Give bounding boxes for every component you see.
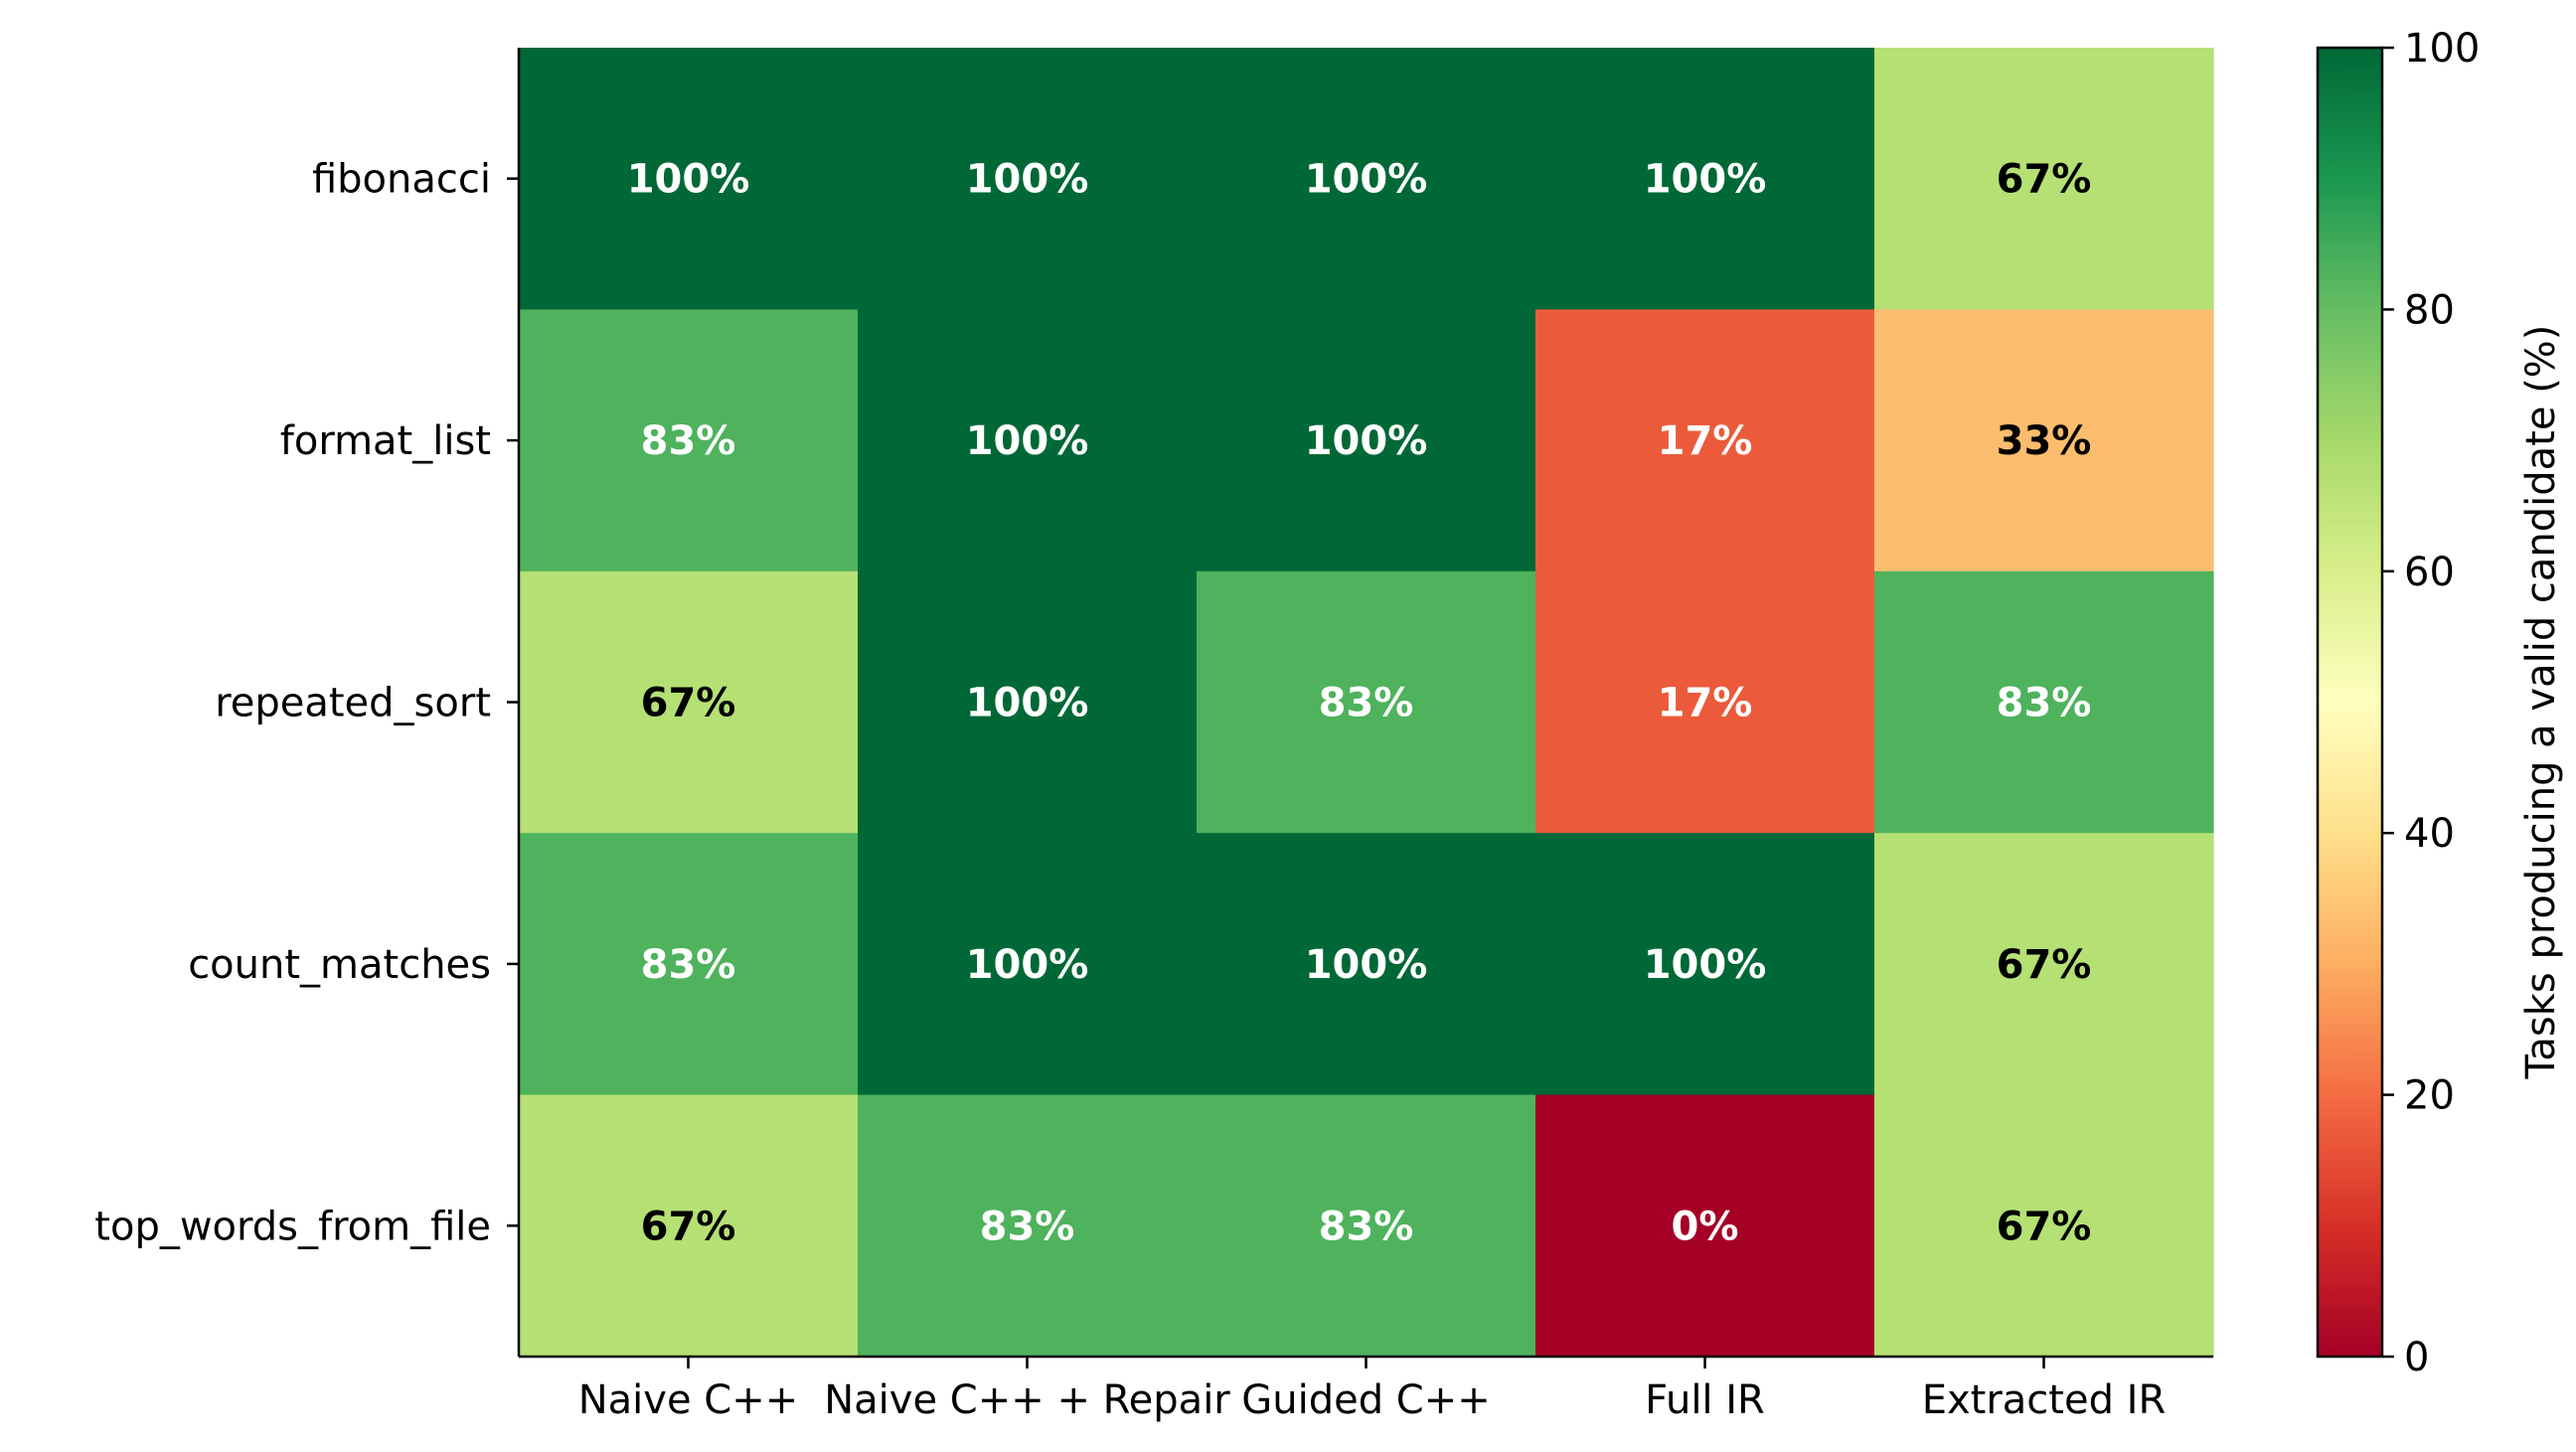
colorbar-ticks: 0 20 40 60 80 100 (2382, 26, 2480, 1380)
x-tick-label: Guided C++ (1241, 1377, 1491, 1423)
heatmap-cell (1874, 833, 2214, 1096)
cell-value-label: 100% (627, 157, 750, 203)
cell-value-label: 67% (1997, 157, 2092, 203)
y-tick-label: count_matches (188, 942, 491, 988)
cell-value-label: 17% (1658, 418, 1753, 464)
heatmap-cell (519, 570, 859, 834)
heatmap-cell (1535, 309, 1875, 572)
heatmap-cell (1535, 48, 1875, 310)
heatmap-cell (1874, 1094, 2214, 1358)
cell-value-label: 83% (641, 418, 736, 464)
x-tick-label: Full IR (1645, 1377, 1765, 1423)
heatmap-cell-labels: 100% 100% 100% 100% 67% 83% 100% 100% 17% 33% 67% 1… (627, 157, 2092, 1250)
heatmap-cell (1874, 309, 2214, 572)
cell-value-label: 67% (1997, 942, 2092, 988)
cell-value-label: 83% (641, 942, 736, 988)
heatmap-cell (1197, 1094, 1536, 1358)
cell-value-label: 83% (1319, 681, 1414, 726)
heatmap-cell (1197, 309, 1536, 572)
colorbar-tick-label: 100 (2404, 26, 2480, 72)
colorbar-label: Tasks producing a valid candidate (%) (2518, 325, 2564, 1080)
x-tick-label: Naive C++ + Repair (824, 1377, 1230, 1423)
colorbar-tick-label: 80 (2404, 287, 2455, 333)
heatmap-cell (858, 48, 1198, 310)
cell-value-label: 0% (1672, 1204, 1739, 1249)
x-tick-label: Naive C++ (578, 1377, 799, 1423)
y-axis-ticks: fibonacci format_list repeated_sort count_m… (94, 157, 519, 1249)
cell-value-label: 83% (980, 1204, 1075, 1249)
y-tick-label: format_list (280, 418, 491, 464)
colorbar-tick-label: 60 (2404, 550, 2455, 595)
cell-value-label: 100% (1644, 942, 1767, 988)
heatmap-cell (858, 309, 1198, 572)
cell-value-label: 100% (1305, 418, 1428, 464)
cell-value-label: 100% (966, 157, 1089, 203)
colorbar-tick-label: 0 (2404, 1335, 2429, 1380)
heatmap-cell (519, 309, 859, 572)
heatmap-cell (519, 1094, 859, 1358)
cell-value-label: 100% (1305, 942, 1428, 988)
cell-value-label: 67% (1997, 1204, 2092, 1249)
cell-value-label: 67% (641, 681, 736, 726)
y-tick-label: repeated_sort (215, 681, 491, 726)
x-tick-label: Extracted IR (1922, 1377, 2167, 1423)
heatmap-cell (1535, 570, 1875, 834)
cell-value-label: 83% (1319, 1204, 1414, 1249)
cell-value-label: 100% (966, 418, 1089, 464)
heatmap-cell (1197, 833, 1536, 1096)
cell-value-label: 83% (1997, 681, 2092, 726)
cell-value-label: 100% (1644, 157, 1767, 203)
cell-value-label: 100% (966, 681, 1089, 726)
heatmap-cell (1535, 1094, 1875, 1358)
heatmap-cell (1197, 570, 1536, 834)
x-axis-ticks: Naive C++ Naive C++ + Repair Guided C++ Ful… (578, 1357, 2167, 1423)
heatmap-cell (519, 48, 859, 310)
cell-value-label: 33% (1997, 418, 2092, 464)
heatmap-cell (858, 570, 1198, 834)
cell-value-label: 100% (966, 942, 1089, 988)
cell-value-label: 17% (1658, 681, 1753, 726)
heatmap-cells (519, 48, 2214, 1358)
heatmap-cell (519, 833, 859, 1096)
heatmap-cell (1535, 833, 1875, 1096)
y-tick-label: fibonacci (312, 157, 491, 203)
cell-value-label: 100% (1305, 157, 1428, 203)
heatmap-cell (1197, 48, 1536, 310)
colorbar (2316, 46, 2384, 1359)
y-tick-label: top_words_from_file (94, 1204, 491, 1249)
heatmap-cell (1874, 48, 2214, 310)
heatmap-cell (858, 1094, 1198, 1358)
heatmap-cell (1874, 570, 2214, 834)
heatmap-cell (858, 833, 1198, 1096)
colorbar-tick-label: 40 (2404, 811, 2455, 857)
cell-value-label: 67% (641, 1204, 736, 1249)
colorbar-tick-label: 20 (2404, 1073, 2455, 1119)
